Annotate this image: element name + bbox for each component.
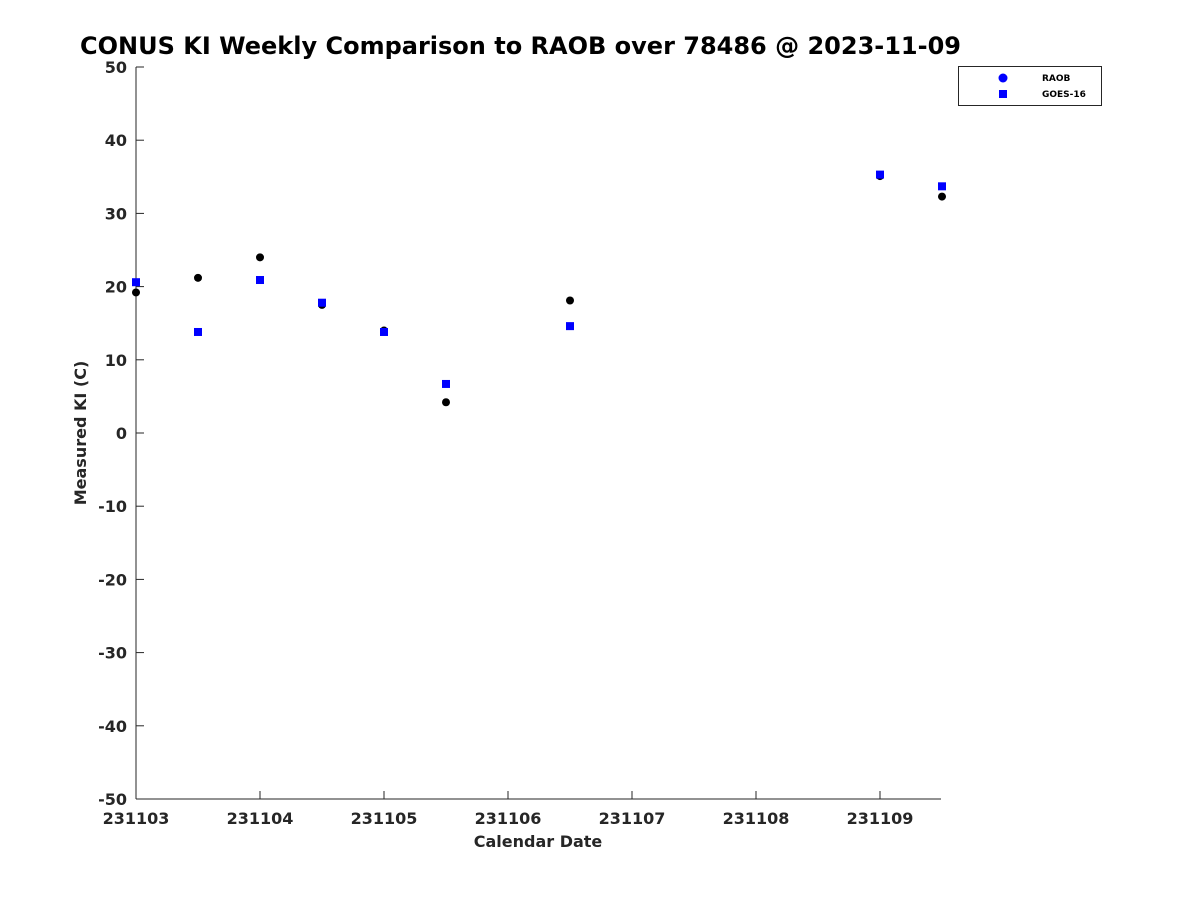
x-tick-label: 231104 (227, 809, 294, 828)
data-points (132, 170, 946, 407)
legend-box (958, 66, 1102, 106)
goes-16-point (566, 322, 574, 331)
y-axis-ticks: 50 40 30 20 10 0 -10 -20 -30 -40 -50 (98, 58, 144, 809)
y-axis-label: Measured KI (C) (71, 361, 90, 506)
y-tick-label: 0 (116, 424, 127, 443)
legend-goes-16-marker (999, 90, 1007, 98)
goes-16-point (876, 170, 884, 179)
legend-entry-label: GOES-16 (1042, 90, 1086, 100)
y-tick-label: -50 (98, 790, 127, 809)
y-tick-label: 20 (105, 278, 127, 297)
y-tick-label: -20 (98, 570, 127, 589)
raob-point (566, 296, 574, 305)
series-goes-16 (132, 170, 946, 388)
raob-point (938, 192, 946, 201)
x-axis-label: Calendar Date (474, 832, 603, 851)
goes-16-point (318, 298, 326, 307)
x-axis-ticks: 231103 231104 231105 231106 231107 231108 2311… (103, 791, 914, 828)
x-tick-label: 231108 (723, 809, 790, 828)
x-tick-label: 231109 (847, 809, 914, 828)
chart-title: CONUS KI Weekly Comparison to RAOB over … (80, 32, 961, 60)
y-tick-label: 40 (105, 131, 127, 150)
goes-16-point (256, 276, 264, 285)
x-tick-label: 231105 (351, 809, 418, 828)
goes-16-point (442, 379, 450, 388)
y-tick-label: -40 (98, 717, 127, 736)
goes-16-point (194, 327, 202, 336)
legend: RAOB GOES-16 (958, 66, 1102, 106)
y-tick-label: 30 (105, 204, 127, 223)
x-tick-label: 231103 (103, 809, 170, 828)
x-tick-label: 231107 (599, 809, 666, 828)
goes-16-point (132, 278, 140, 287)
y-tick-label: -30 (98, 644, 127, 663)
x-tick-label: 231106 (475, 809, 542, 828)
y-tick-label: 10 (105, 351, 127, 370)
raob-point (442, 398, 450, 407)
y-tick-label: -10 (98, 497, 127, 516)
goes-16-point (938, 182, 946, 191)
legend-raob-marker (998, 73, 1008, 83)
raob-point (256, 253, 264, 262)
raob-point (194, 273, 202, 282)
y-tick-label: 50 (105, 58, 127, 77)
goes-16-point (380, 327, 388, 336)
raob-point (132, 288, 140, 297)
legend-entry-label: RAOB (1042, 74, 1071, 84)
